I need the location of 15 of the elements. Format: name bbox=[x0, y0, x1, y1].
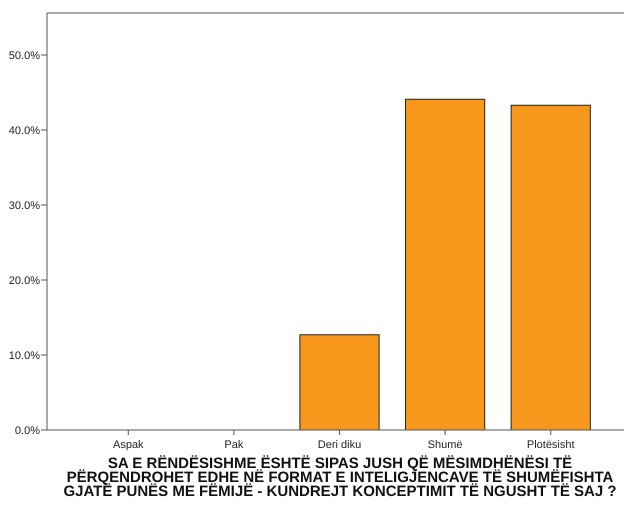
y-tick-label: 40.0% bbox=[8, 124, 40, 137]
y-tick-label: 30.0% bbox=[8, 200, 40, 212]
x-axis-title: SA E RËNDËSISHME ËSHTË SIPAS JUSH QË MËSIMDHËNËSI TË PËRQENDROHET EDHE NË FORMAT E INTELIGJENCAVE TË SHUMËFISHTA GJATË PUNËS ME FËMIJË - KUNDREJT KONCEPTIMIT TË NGUSHT TË SAJ ? bbox=[63, 455, 617, 500]
x-tick-label: Shumë bbox=[428, 439, 463, 451]
y-tick-label: 0.0% bbox=[14, 424, 40, 437]
bar bbox=[510, 104, 591, 430]
bar bbox=[299, 334, 380, 430]
x-tick-label: Deri diku bbox=[318, 439, 362, 451]
y-tick-label: 50.0% bbox=[8, 50, 40, 62]
y-tick-label: 20.0% bbox=[8, 274, 40, 287]
y-tick-label: 10.0% bbox=[8, 350, 40, 362]
bar bbox=[405, 98, 486, 430]
x-tick-label: Pak bbox=[224, 439, 244, 451]
x-tick-label: Plotësisht bbox=[526, 439, 575, 451]
x-tick-label: Aspak bbox=[112, 439, 144, 451]
